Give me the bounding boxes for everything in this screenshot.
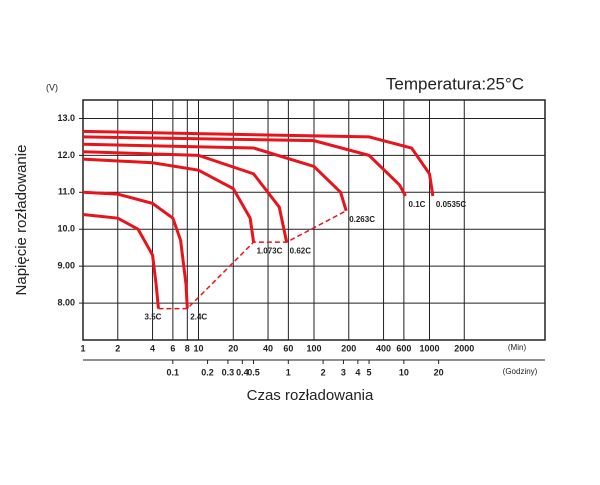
discharge-curve <box>82 190 189 309</box>
x-tick-label: 2000 <box>454 343 474 353</box>
curve-label: 1.073C <box>257 246 283 255</box>
x2-tick-label: 5 <box>367 367 372 377</box>
x-tick-label: 40 <box>263 343 273 353</box>
x-tick-label: 100 <box>306 343 321 353</box>
y-tick-label: 9.00 <box>57 261 75 271</box>
x-tick-label: 400 <box>376 343 391 353</box>
x2-tick-label: 3 <box>341 367 346 377</box>
x2-tick-label: 20 <box>434 367 444 377</box>
x-tick-label: 6 <box>170 343 175 353</box>
cutoff-line <box>158 210 347 310</box>
chart-title: Temperatura:25°C <box>386 74 524 93</box>
x2-tick-label: 2 <box>321 367 326 377</box>
x2-tick-label: 10 <box>399 367 409 377</box>
x2-unit: (Godziny) <box>503 367 538 376</box>
y-unit: (V) <box>46 82 58 92</box>
x-tick-label: 60 <box>283 343 293 353</box>
x-tick-label: 20 <box>228 343 238 353</box>
x2-tick-label: 0.5 <box>247 367 260 377</box>
x-unit: (Min) <box>508 343 527 352</box>
y-axis-label: Napięcie rozładowanie <box>13 145 30 296</box>
y-tick-label: 11.0 <box>58 187 75 197</box>
x-axis-label: Czas rozładowania <box>247 387 374 404</box>
y-tick-label: 8.00 <box>57 297 75 307</box>
y-tick-label: 10.0 <box>57 224 75 234</box>
curve-label: 2.4C <box>190 313 207 322</box>
x-tick-label: 2 <box>115 343 120 353</box>
discharge-curve <box>82 157 256 243</box>
y-tick-label: 12.0 <box>57 150 75 160</box>
x-tick-label: 4 <box>150 343 155 353</box>
x2-tick-label: 0.2 <box>201 367 214 377</box>
discharge-curve <box>82 212 160 309</box>
x2-tick-label: 0.3 <box>222 367 235 377</box>
discharge-curve <box>82 129 435 197</box>
y-tick-label: 13.0 <box>57 113 75 123</box>
x-tick-label: 200 <box>341 343 356 353</box>
x-tick-label: 10 <box>193 343 203 353</box>
discharge-curve <box>82 135 407 197</box>
x-tick-label: 1000 <box>419 343 439 353</box>
curve-label: 0.62C <box>290 246 312 255</box>
discharge-curve <box>82 150 289 243</box>
curve-label: 3.5C <box>145 313 162 322</box>
x2-tick-label: 0.1 <box>167 367 180 377</box>
curve-label: 0.1C <box>409 200 426 209</box>
discharge-curve <box>82 142 348 212</box>
curve-label: 0.263C <box>349 215 375 224</box>
x2-tick-label: 4 <box>355 367 360 377</box>
x-tick-label: 8 <box>185 343 190 353</box>
x-tick-label: 1 <box>80 343 85 353</box>
x2-tick-label: 0.4 <box>236 367 249 377</box>
x2-tick-label: 1 <box>286 367 291 377</box>
curve-label: 0.0535C <box>436 200 466 209</box>
x-tick-label: 600 <box>396 343 411 353</box>
